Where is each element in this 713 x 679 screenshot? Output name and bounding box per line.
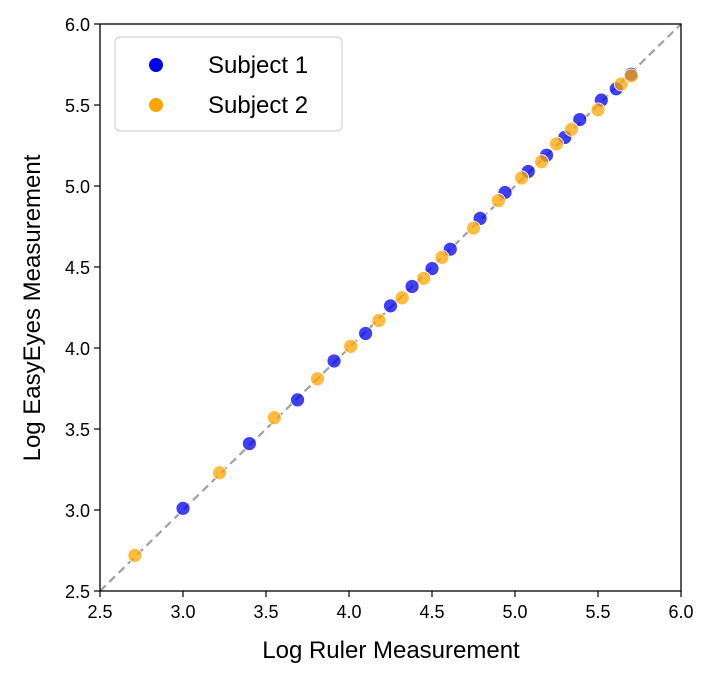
- data-point-series-2: [310, 371, 325, 387]
- data-point-series-2: [371, 313, 387, 328]
- data-point-series-1: [326, 353, 342, 369]
- legend-marker-subject-2: [149, 98, 163, 112]
- data-point-series-1: [290, 392, 305, 408]
- x-tick-label: 5.5: [585, 602, 610, 622]
- data-point-series-2: [490, 193, 506, 208]
- legend-marker-subject-1: [149, 58, 163, 72]
- y-tick-label: 3.0: [65, 501, 90, 521]
- legend: Subject 1 Subject 2: [114, 36, 343, 132]
- data-point-series-2: [212, 465, 227, 481]
- data-point-series-1: [175, 500, 191, 516]
- data-point-series-2: [564, 121, 579, 137]
- y-tick-label: 4.0: [65, 339, 90, 359]
- data-point-series-2: [343, 338, 359, 354]
- y-tick-label: 4.5: [65, 258, 90, 278]
- x-tick-label: 6.0: [668, 602, 693, 622]
- plot-area: [99, 23, 682, 592]
- data-point-series-2: [613, 76, 629, 92]
- x-tick-label: 4.0: [336, 602, 361, 622]
- x-tick-label: 3.5: [253, 602, 278, 622]
- y-tick-label: 2.5: [65, 582, 90, 602]
- y-tick-label: 5.5: [65, 96, 90, 116]
- x-axis-label: Log Ruler Measurement: [262, 637, 520, 664]
- data-point-series-2: [534, 154, 549, 170]
- data-point-series-1: [358, 326, 374, 341]
- x-tick-label: 4.5: [419, 602, 444, 622]
- x-tick-label: 5.0: [502, 602, 527, 622]
- data-point-series-2: [434, 249, 450, 265]
- data-point-series-2: [466, 220, 481, 236]
- data-point-series-2: [590, 102, 606, 118]
- data-point-series-2: [394, 290, 410, 306]
- data-point-series-2: [514, 170, 530, 186]
- data-point-series-1: [383, 298, 398, 314]
- data-point-series-2: [127, 547, 143, 563]
- y-tick-label: 5.0: [65, 177, 90, 197]
- axes: 2.5 3.0 3.5 4.0 4.5 5.0 5.5 6.0 2.5 3.0 3.5 4.0 4.5 5…: [65, 15, 694, 622]
- axes-frame: [99, 23, 682, 592]
- legend-label-subject-1: Subject 1: [208, 52, 308, 79]
- x-tick-label: 3.0: [170, 602, 195, 622]
- legend-frame: [114, 36, 343, 132]
- y-tick-label: 6.0: [65, 15, 90, 35]
- data-point-series-1: [572, 112, 588, 127]
- y-axis-label: Log EasyEyes Measurement: [19, 154, 46, 461]
- legend-label-subject-2: Subject 2: [208, 92, 308, 119]
- data-point-series-1: [241, 436, 257, 451]
- data-point-series-2: [549, 136, 564, 152]
- data-point-series-2: [623, 68, 639, 84]
- data-point-series-2: [266, 410, 282, 426]
- data-point-series-1: [404, 279, 420, 294]
- y-tick-label: 3.5: [65, 420, 90, 440]
- data-point-series-2: [416, 270, 432, 286]
- x-tick-label: 2.5: [87, 602, 112, 622]
- data-point-series-1: [424, 261, 440, 277]
